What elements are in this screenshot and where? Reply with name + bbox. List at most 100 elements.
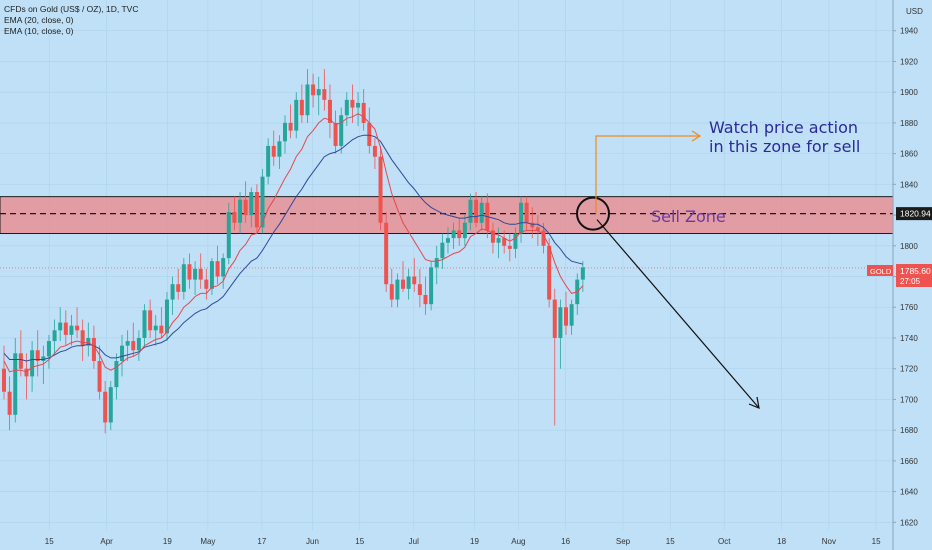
candle-body [103,391,108,423]
legend-ema20[interactable]: EMA (20, close, 0) [4,15,74,25]
candle [356,92,361,126]
price-axis-currency: USD [906,7,923,16]
x-tick-label: Nov [822,537,836,546]
candle-body [350,99,355,108]
y-tick-label: 1860 [900,150,918,159]
candle-body [535,227,540,231]
candle [198,253,203,289]
candle [232,196,237,231]
candle [372,138,377,169]
candle-body [243,199,248,216]
candle [395,273,400,308]
candle [52,319,57,354]
candle-body [249,192,254,216]
candle-body [260,176,265,228]
x-tick-label: May [200,537,215,546]
candle-body [299,99,304,116]
candle [507,233,512,262]
candle-body [35,350,40,362]
x-tick-label: 15 [45,537,54,546]
black-arrow [596,219,760,409]
candle-body [372,145,377,157]
candle-body [367,122,372,146]
candle-body [434,258,439,268]
candle [457,218,462,246]
y-tick-label: 1640 [900,488,918,497]
candle [18,330,23,377]
candle-body [327,99,332,123]
legend-title[interactable]: CFDs on Gold (US$ / OZ), 1D, TVC [4,4,139,14]
y-tick-label: 1900 [900,88,918,97]
candle-body [294,99,299,131]
candle [490,222,495,254]
candle-body [384,222,389,285]
candle [86,322,91,357]
candle-body [395,279,400,300]
candle-body [569,304,574,326]
candle [187,253,192,289]
candle [479,196,484,231]
candle-body [311,84,316,96]
candle-body [429,267,434,305]
orange-arrow-head [691,130,702,142]
y-tick-label: 1760 [900,303,918,312]
candle-body [305,84,310,116]
candle-body [266,145,271,177]
candle [322,69,327,111]
candle-body [462,222,467,239]
x-tick-label: 16 [561,537,570,546]
x-tick-label: 17 [257,537,266,546]
sell-zone-label: Sell Zone [651,207,726,226]
price-tag: GOLD 1785.60 27:05 [867,264,932,287]
candle [91,325,96,369]
candle-body [170,284,175,300]
candle-body [344,99,349,116]
candle [564,291,568,335]
candle [2,345,6,400]
candle [41,345,46,385]
candle [423,276,428,315]
candle-body [30,350,35,377]
candle [277,135,282,169]
candle-body [232,212,237,223]
legend-ema10[interactable]: EMA (10, close, 0) [4,26,74,36]
candle [401,261,406,292]
candle-body [541,230,546,246]
candle [519,196,524,243]
candle-body [361,102,366,123]
candle-body [125,341,130,346]
price-tag-value: 1785.60 [900,266,931,276]
candle [496,227,501,259]
candle [181,258,186,300]
candle [283,115,287,154]
candle-body [136,337,141,351]
candle-body [97,361,102,392]
candle-body [120,345,125,362]
y-tick-label: 1880 [900,119,918,128]
candle-body [490,230,495,243]
candle [558,299,563,369]
candle [344,92,349,126]
y-tick-label: 1800 [900,242,918,251]
candle [97,345,102,400]
candle-body [457,230,462,239]
y-tick-label: 1620 [900,518,918,527]
candle-body [412,276,417,285]
candle [474,192,479,228]
candle [114,353,119,400]
candle-body [547,245,552,300]
candle [575,273,580,315]
candle [215,245,220,285]
candle-body [164,299,169,334]
zone-level-tag: 1820.94 [896,207,932,221]
candle [204,268,209,300]
candle [429,261,434,311]
y-tick-label: 1840 [900,180,918,189]
candle [176,268,181,300]
candle [249,187,254,228]
candle-body [524,202,529,223]
x-tick-label: 15 [355,537,364,546]
candle [502,230,507,254]
candle-body [519,202,524,234]
